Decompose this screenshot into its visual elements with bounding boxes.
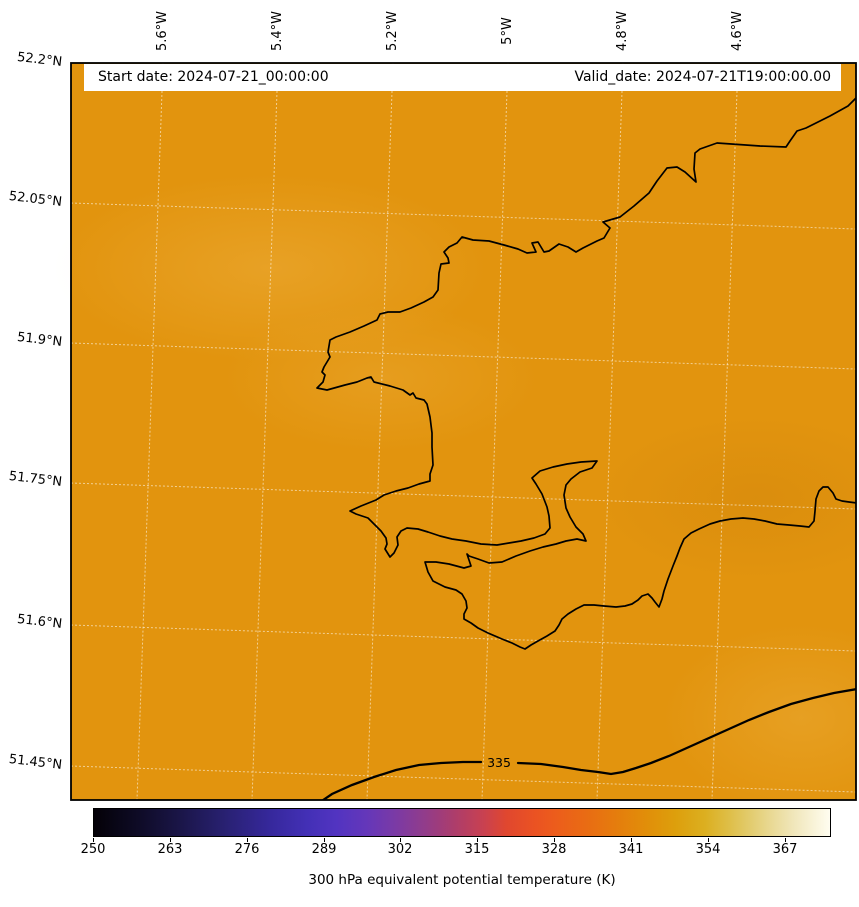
graticule-longitude-line [596,63,624,800]
colorbar-tick-label: 302 [387,842,413,857]
x-tick-label: 4.6°W [730,10,745,52]
graticule-latitude-line [71,624,856,652]
colorbar-tick [477,838,479,842]
contour-335-label: 335 [487,755,511,770]
x-tick-label: 5.2°W [385,10,400,52]
colorbar-tick-label: 276 [234,842,260,857]
graticule-longitude-line [711,63,739,800]
graticule-longitude-line [366,63,394,800]
colorbar-tick-label: 250 [80,842,106,857]
colorbar-tick-label: 354 [695,842,721,857]
start-date-text: Start date: 2024-07-21_00:00:00 [98,69,329,85]
colorbar-tick-label: 263 [157,842,183,857]
colorbar-tick [708,838,710,842]
colorbar-tick [631,838,633,842]
plot-frame [70,62,857,801]
colorbar-tick [324,838,326,842]
colorbar-tick-label: 315 [464,842,490,857]
colorbar-tick [93,838,95,842]
contour-335-path-east [516,688,856,776]
info-band: Start date: 2024-07-21_00:00:00 Valid_da… [84,64,841,91]
x-tick-label: 5.6°W [155,10,170,52]
valid-date-text: Valid_date: 2024-07-21T19:00:00.00 [574,69,831,85]
colorbar-tick-label: 341 [618,842,644,857]
colorbar-gradient [93,808,831,837]
colorbar-tick [400,838,402,842]
graticule-latitude-line [71,482,856,510]
colorbar-tick [247,838,249,842]
colorbar-tick [554,838,556,842]
graticule-latitude-line [71,765,856,793]
x-tick-label: 4.8°W [615,10,630,52]
colorbar-label: 300 hPa equivalent potential temperature… [308,872,616,888]
coastline-path [316,97,856,650]
colorbar-tick-label: 328 [541,842,567,857]
colorbar-tick-label: 289 [311,842,337,857]
x-tick-label: 5.4°W [270,10,285,52]
graticule-longitude-line [136,63,164,800]
colorbar-tick-label: 367 [772,842,798,857]
graticule-longitude-line [481,63,509,800]
graticule-gridlines [71,63,856,800]
graticule-latitude-line [71,202,856,230]
colorbar-tick [170,838,172,842]
contour-335-path-west [321,760,483,800]
x-tick-label: 5°W [500,17,515,45]
colorbar-tick [785,838,787,842]
graticule-longitude-line [251,63,279,800]
graticule-latitude-line [71,342,856,370]
